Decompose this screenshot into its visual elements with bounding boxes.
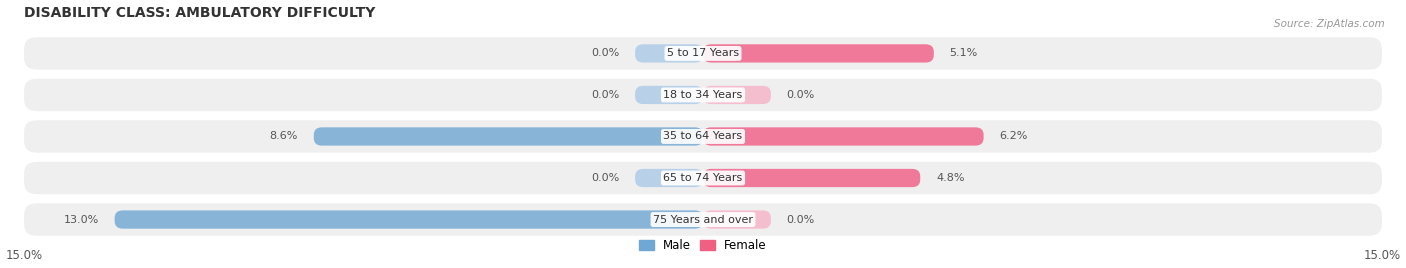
Text: 0.0%: 0.0%	[787, 214, 815, 225]
FancyBboxPatch shape	[703, 210, 770, 229]
FancyBboxPatch shape	[703, 86, 770, 104]
Text: 65 to 74 Years: 65 to 74 Years	[664, 173, 742, 183]
FancyBboxPatch shape	[24, 203, 1382, 236]
FancyBboxPatch shape	[703, 169, 921, 187]
FancyBboxPatch shape	[24, 162, 1382, 194]
FancyBboxPatch shape	[24, 120, 1382, 153]
FancyBboxPatch shape	[115, 210, 703, 229]
Text: 5.1%: 5.1%	[949, 49, 979, 58]
Text: 75 Years and over: 75 Years and over	[652, 214, 754, 225]
FancyBboxPatch shape	[703, 127, 984, 146]
Text: Source: ZipAtlas.com: Source: ZipAtlas.com	[1274, 19, 1385, 29]
Text: 0.0%: 0.0%	[787, 90, 815, 100]
FancyBboxPatch shape	[24, 37, 1382, 70]
Text: 0.0%: 0.0%	[591, 173, 619, 183]
FancyBboxPatch shape	[703, 44, 934, 62]
FancyBboxPatch shape	[314, 127, 703, 146]
Text: 18 to 34 Years: 18 to 34 Years	[664, 90, 742, 100]
Text: 0.0%: 0.0%	[591, 90, 619, 100]
Text: 4.8%: 4.8%	[936, 173, 965, 183]
FancyBboxPatch shape	[636, 86, 703, 104]
Text: 13.0%: 13.0%	[63, 214, 98, 225]
Text: 5 to 17 Years: 5 to 17 Years	[666, 49, 740, 58]
Legend: Male, Female: Male, Female	[634, 234, 772, 257]
Text: 0.0%: 0.0%	[591, 49, 619, 58]
Text: DISABILITY CLASS: AMBULATORY DIFFICULTY: DISABILITY CLASS: AMBULATORY DIFFICULTY	[24, 6, 375, 20]
FancyBboxPatch shape	[636, 169, 703, 187]
Text: 35 to 64 Years: 35 to 64 Years	[664, 132, 742, 142]
Text: 8.6%: 8.6%	[270, 132, 298, 142]
FancyBboxPatch shape	[24, 79, 1382, 111]
Text: 6.2%: 6.2%	[1000, 132, 1028, 142]
FancyBboxPatch shape	[636, 44, 703, 62]
